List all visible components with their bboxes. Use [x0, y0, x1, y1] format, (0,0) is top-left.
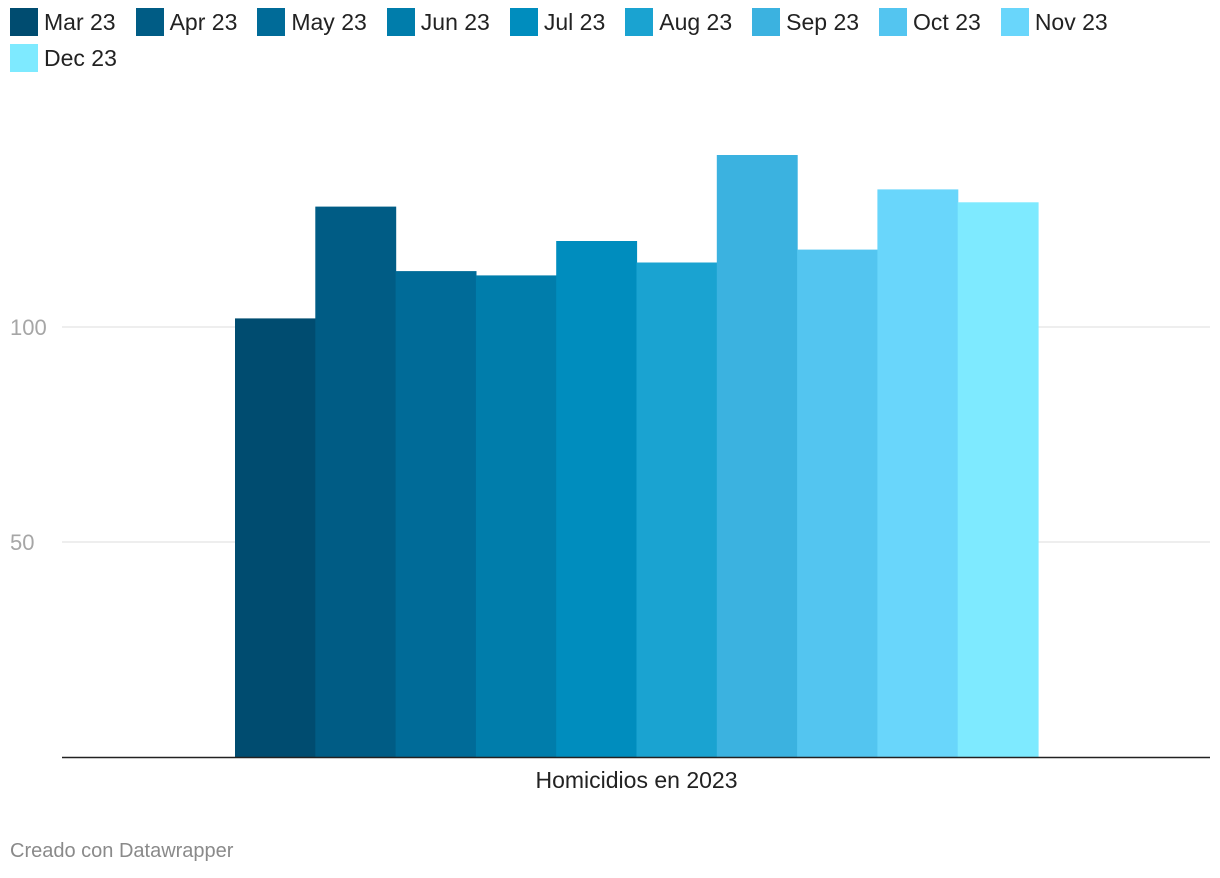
y-tick-label: 50 [10, 530, 34, 555]
bar [556, 241, 638, 757]
bar [957, 202, 1039, 758]
legend-label: Aug 23 [659, 9, 733, 35]
legend-swatch [625, 8, 654, 36]
legend-label: Oct 23 [913, 9, 981, 35]
legend-label: Jul 23 [543, 9, 606, 35]
legend-swatch [1000, 8, 1029, 36]
chart-legend: Mar 23 Apr 23 May 23 Jun 23 Jul 23 Aug 23 Sep … [10, 8, 1210, 72]
legend-item: Aug 23 [625, 8, 732, 36]
bar [797, 249, 878, 757]
legend-label: May 23 [291, 9, 367, 35]
legend-swatch [879, 8, 908, 36]
legend-item: Oct 23 [879, 8, 981, 36]
legend-swatch [257, 8, 286, 36]
legend-swatch [10, 44, 38, 72]
bar [235, 318, 316, 757]
legend-label: Sep 23 [786, 9, 860, 35]
x-category-label: Homicidios en 2023 [535, 767, 737, 793]
legend-swatch [10, 8, 38, 36]
legend-swatch [135, 8, 164, 36]
bar [395, 271, 477, 757]
legend-item: Nov 23 [1000, 8, 1108, 36]
legend-label: Nov 23 [1034, 9, 1108, 35]
legend-swatch [509, 8, 538, 36]
legend-item: Dec 23 [10, 44, 117, 72]
legend-label: Jun 23 [420, 9, 490, 35]
legend-item: Apr 23 [135, 8, 238, 36]
legend-label: Dec 23 [44, 45, 117, 71]
legend-item: Jul 23 [509, 8, 606, 36]
legend-label: Mar 23 [44, 9, 116, 35]
bar [636, 262, 718, 757]
bar [475, 275, 557, 757]
legend-item: Jun 23 [386, 8, 490, 36]
legend-item: May 23 [257, 8, 367, 36]
bar [315, 206, 397, 758]
legend-item: Mar 23 [10, 8, 116, 36]
bar [716, 155, 798, 757]
legend-item: Sep 23 [752, 8, 859, 36]
legend-swatch [752, 8, 781, 36]
y-tick-label: 100 [10, 315, 47, 340]
legend-swatch [386, 8, 415, 36]
legend-label: Apr 23 [169, 9, 238, 35]
credit-footer: Creado con Datawrapper [10, 840, 234, 862]
bar [877, 189, 959, 757]
